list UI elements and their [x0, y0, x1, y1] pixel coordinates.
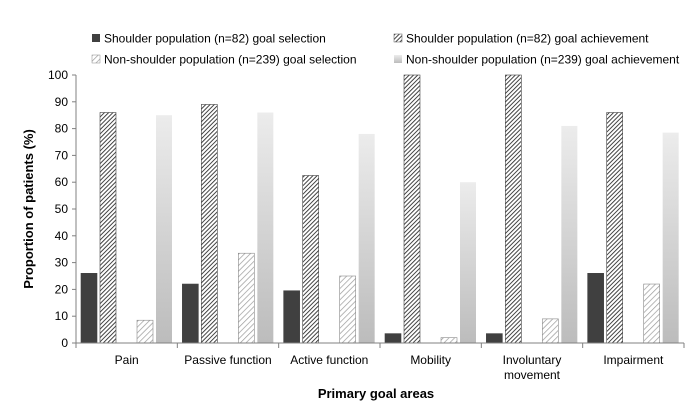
bar: [542, 318, 559, 344]
bar: [384, 333, 402, 344]
legend-item: Shoulder population (n=82) goal selectio…: [92, 32, 326, 46]
legend-label: Non-shoulder population (n=239) goal sel…: [104, 53, 357, 67]
bar: [201, 104, 218, 344]
bar: [358, 133, 375, 343]
bar: [99, 112, 117, 344]
x-category-label: Mobility: [410, 353, 451, 367]
bar: [643, 283, 660, 344]
bar: [156, 115, 172, 343]
bar: [606, 112, 623, 344]
legend: Shoulder population (n=82) goal selectio…: [91, 32, 680, 67]
bar: [440, 337, 458, 344]
legend-label: Shoulder population (n=82) goal selectio…: [104, 32, 326, 46]
y-tick-label: 20: [55, 282, 69, 296]
y-tick-label: 40: [55, 229, 69, 243]
bar: [339, 275, 356, 344]
x-category-label: Passive function: [184, 353, 271, 367]
legend-item: Non-shoulder population (n=239) goal ach…: [394, 53, 680, 67]
bar: [80, 273, 98, 344]
x-category-label: Involuntary movement: [503, 353, 562, 382]
bar: [505, 74, 522, 344]
bar: [403, 74, 421, 344]
legend-swatch: [394, 55, 402, 63]
legend-label: Non-shoulder population (n=239) goal ach…: [406, 53, 680, 67]
bar: [662, 132, 679, 343]
y-tick-label: 30: [55, 256, 69, 270]
bar: [587, 273, 604, 344]
bar: [238, 252, 255, 344]
x-category-label: Active function: [290, 353, 368, 367]
bar: [302, 175, 319, 344]
y-axis-ticks: 0 10 20 30 40 50 60 70 80 90 100: [48, 68, 76, 350]
y-tick-label: 80: [55, 122, 69, 136]
y-tick-label: 60: [55, 175, 69, 189]
y-tick-label: 70: [55, 148, 69, 162]
x-axis-title: Primary goal areas: [318, 386, 434, 401]
y-tick-label: 50: [55, 202, 69, 216]
bar: [257, 112, 274, 344]
bar: [460, 182, 476, 343]
x-category-label: Pain: [115, 353, 139, 367]
bar: [283, 290, 300, 344]
bar: [486, 333, 503, 344]
bar: [561, 125, 578, 343]
x-axis-categories: Pain Passive function Active function Mobil…: [75, 343, 685, 382]
y-tick-label: 10: [55, 309, 69, 323]
x-category-label: Impairment: [603, 353, 664, 367]
bar: [182, 283, 199, 344]
legend-label: Shoulder population (n=82) goal achievem…: [406, 32, 649, 46]
y-tick-label: 90: [55, 95, 69, 109]
legend-item: Non-shoulder population (n=239) goal sel…: [91, 53, 357, 67]
bars: [80, 74, 679, 344]
legend-swatch: [393, 33, 403, 43]
legend-item: Shoulder population (n=82) goal achievem…: [393, 32, 649, 46]
y-tick-label: 0: [61, 336, 68, 350]
y-tick-label: 100: [48, 68, 68, 82]
bar: [136, 319, 154, 344]
legend-swatch: [91, 54, 101, 64]
legend-swatch: [92, 34, 100, 42]
y-axis-title: Proportion of patients (%): [21, 129, 36, 289]
